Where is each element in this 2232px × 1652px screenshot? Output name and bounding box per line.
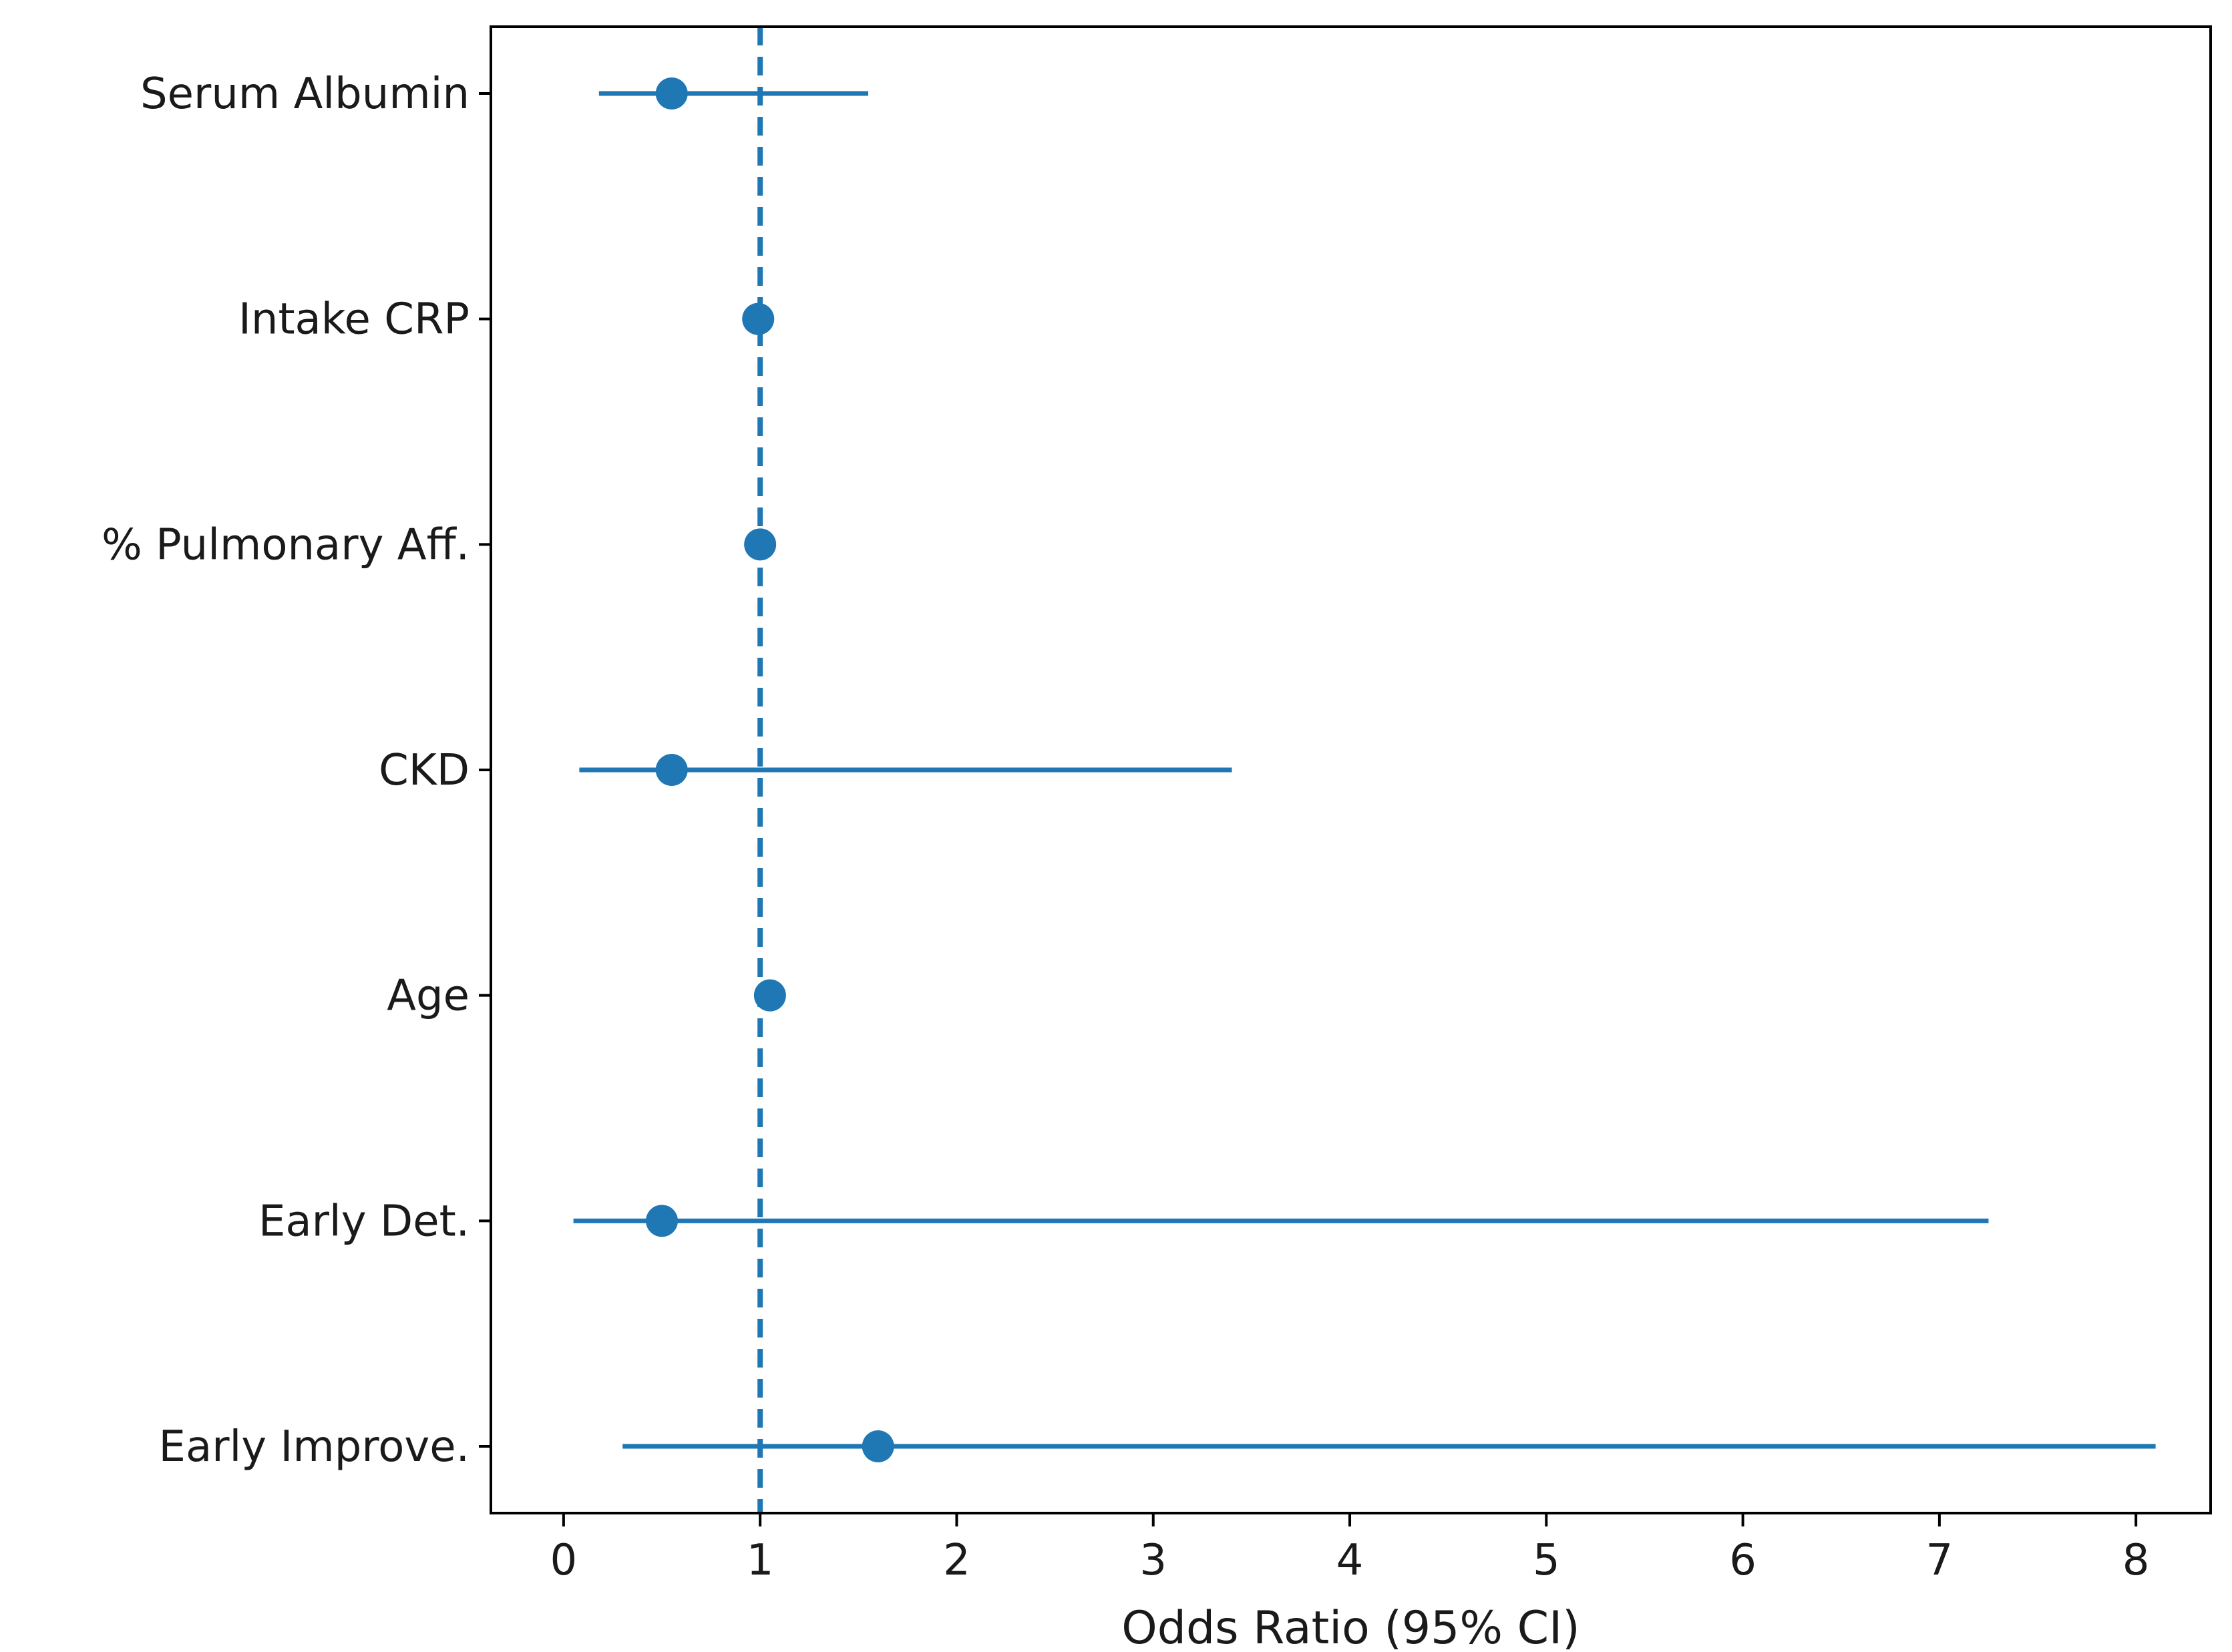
x-tick-label: 2 — [943, 1536, 970, 1585]
x-tick-label: 0 — [550, 1536, 578, 1585]
x-tick-label: 3 — [1139, 1536, 1167, 1585]
x-tick-label: 7 — [1926, 1536, 1954, 1585]
y-tick-label: Early Det. — [258, 1197, 470, 1246]
or-marker — [655, 77, 688, 110]
or-marker — [753, 979, 786, 1012]
or-marker — [646, 1205, 679, 1237]
or-marker — [862, 1430, 894, 1462]
y-tick-label: % Pulmonary Aff. — [102, 520, 470, 570]
y-tick-label: CKD — [379, 746, 470, 795]
or-marker — [742, 302, 775, 335]
y-tick-label: Serum Albumin — [140, 69, 470, 119]
y-tick-label: Age — [387, 972, 470, 1021]
x-tick-label: 1 — [747, 1536, 774, 1585]
x-tick-label: 5 — [1533, 1536, 1560, 1585]
x-axis-label: Odds Ratio (95% CI) — [1121, 1602, 1579, 1649]
or-marker — [655, 754, 688, 786]
x-tick-label: 4 — [1336, 1536, 1364, 1585]
or-marker — [744, 528, 777, 561]
x-tick-label: 6 — [1729, 1536, 1756, 1585]
y-tick-label: Early Improve. — [159, 1422, 470, 1472]
plot-border — [490, 25, 2212, 1514]
y-tick-label: Intake CRP — [238, 295, 470, 345]
x-tick-label: 8 — [2122, 1536, 2150, 1585]
